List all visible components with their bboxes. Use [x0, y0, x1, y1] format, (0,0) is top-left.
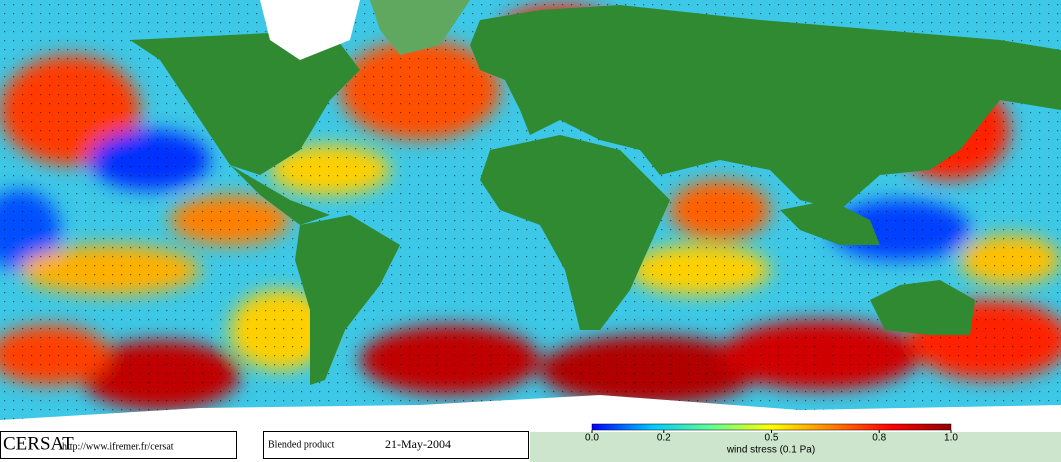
- colorbar-tick-label: 0.2: [657, 433, 671, 444]
- credit-box: [0, 431, 237, 459]
- date: 21-May-2004: [385, 437, 451, 451]
- product-box: [263, 431, 529, 459]
- land: [130, 0, 1061, 385]
- colorbar-scale: [591, 423, 952, 431]
- colorbar-tick-label: 0.5: [765, 433, 779, 444]
- colorbar-tick-label: 1.0: [944, 433, 958, 444]
- colorbar: 0.0 0.2 0.5 0.8 1.0: [585, 423, 958, 444]
- colorbar-label: wind stress (0.1 Pa): [726, 445, 815, 456]
- colorbar-tick-label: 0.0: [585, 433, 599, 444]
- ice: [0, 0, 1061, 430]
- logo: CERSAT: [3, 433, 74, 454]
- url: http://www.ifremer.fr/cersat: [62, 441, 174, 452]
- product: Blended product: [268, 439, 335, 450]
- colorbar-tick-label: 0.8: [872, 433, 886, 444]
- footer-land: [530, 432, 1061, 462]
